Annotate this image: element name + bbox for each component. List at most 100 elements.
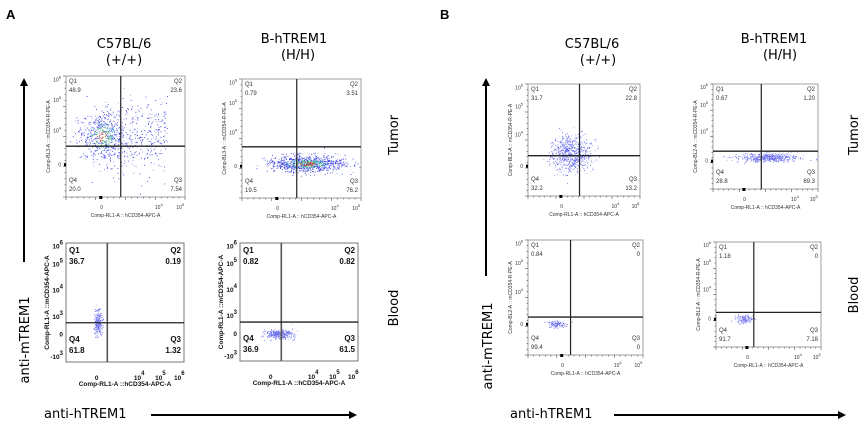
event-dot — [278, 162, 280, 163]
event-dot — [562, 132, 563, 134]
event-dot — [299, 167, 300, 169]
event-dot — [341, 165, 343, 166]
event-dot — [788, 156, 790, 158]
event-dot — [565, 163, 567, 165]
event-dot — [298, 159, 299, 160]
event-dot — [99, 315, 101, 317]
event-dot — [766, 160, 767, 161]
event-dot — [295, 163, 297, 165]
event-dot — [296, 170, 298, 171]
event-dot — [759, 152, 761, 154]
event-dot — [557, 148, 559, 150]
event-dot — [756, 159, 758, 161]
event-dot — [745, 315, 746, 317]
event-dot — [113, 161, 114, 163]
event-dot — [264, 157, 266, 159]
event-dot — [134, 153, 135, 155]
event-dot — [568, 141, 570, 142]
event-dot — [282, 331, 284, 333]
event-dot — [104, 123, 106, 125]
event-dot — [99, 326, 101, 327]
event-dot — [557, 146, 559, 148]
event-dot — [324, 159, 326, 161]
event-dot — [98, 315, 100, 317]
event-dot — [100, 140, 102, 141]
event-dot — [108, 114, 110, 116]
event-dot — [138, 137, 140, 138]
event-dots — [261, 323, 298, 342]
event-dot — [102, 129, 104, 131]
event-dot — [758, 156, 760, 158]
event-dot — [752, 157, 754, 159]
event-dot — [98, 308, 100, 310]
event-dot — [752, 315, 754, 316]
event-dot — [105, 138, 107, 139]
event-dot — [289, 171, 290, 173]
event-dot — [100, 152, 102, 154]
event-dot — [99, 329, 101, 331]
event-dot — [283, 337, 285, 338]
event-dot — [109, 127, 111, 129]
event-dot — [754, 156, 756, 158]
event-dot — [158, 114, 159, 116]
event-dot — [111, 138, 113, 139]
event-dot — [323, 161, 325, 163]
quadrant-name-q3: Q3 — [174, 178, 183, 184]
event-dot — [338, 162, 340, 164]
event-dot — [764, 159, 766, 161]
event-dot — [584, 164, 586, 166]
event-dot — [563, 158, 565, 160]
event-dot — [743, 323, 745, 325]
event-dot — [95, 327, 96, 328]
event-dot — [569, 170, 571, 172]
event-dot — [744, 163, 746, 164]
event-dot — [270, 332, 272, 334]
event-dot — [763, 156, 765, 157]
event-dot — [576, 159, 577, 161]
event-dot — [573, 139, 575, 141]
event-dot — [574, 137, 576, 139]
event-dot — [276, 164, 278, 166]
event-dot — [94, 137, 96, 139]
event-dot — [292, 168, 294, 170]
event-dot — [277, 162, 279, 164]
event-dot — [264, 331, 266, 332]
event-dot — [556, 162, 557, 163]
event-dot — [124, 152, 126, 154]
event-dot — [324, 160, 326, 162]
event-dot — [578, 159, 580, 161]
event-dot — [584, 158, 585, 160]
quadrant-name-q2: Q2 — [170, 246, 181, 255]
event-dot — [299, 159, 300, 161]
x-axis-title: Comp-RL1-A ::hCD354-APC-A — [79, 381, 172, 388]
event-dot — [767, 155, 769, 157]
event-dot — [99, 330, 101, 332]
event-dot — [745, 319, 747, 320]
event-dot — [555, 322, 557, 324]
event-dot — [119, 115, 120, 117]
event-dot — [99, 121, 101, 123]
event-dot — [342, 164, 344, 166]
event-dot — [81, 139, 82, 141]
event-dot — [88, 148, 89, 150]
event-dot — [152, 142, 154, 144]
event-dot — [77, 146, 79, 148]
event-dot — [302, 160, 304, 162]
event-dot — [167, 128, 168, 129]
event-dot — [565, 139, 567, 141]
event-dot — [576, 158, 578, 159]
event-dot — [583, 150, 584, 152]
event-dot — [110, 119, 112, 121]
event-dot — [286, 330, 288, 332]
event-dot — [107, 130, 109, 132]
event-dot — [747, 157, 749, 159]
event-dot — [150, 151, 152, 153]
event-dot — [569, 167, 571, 168]
event-dot — [304, 165, 306, 167]
event-dot — [164, 111, 166, 113]
event-dot — [785, 157, 787, 159]
event-dot — [94, 324, 96, 326]
event-dot — [773, 156, 775, 157]
event-dot — [729, 157, 731, 159]
event-dot — [120, 146, 122, 148]
